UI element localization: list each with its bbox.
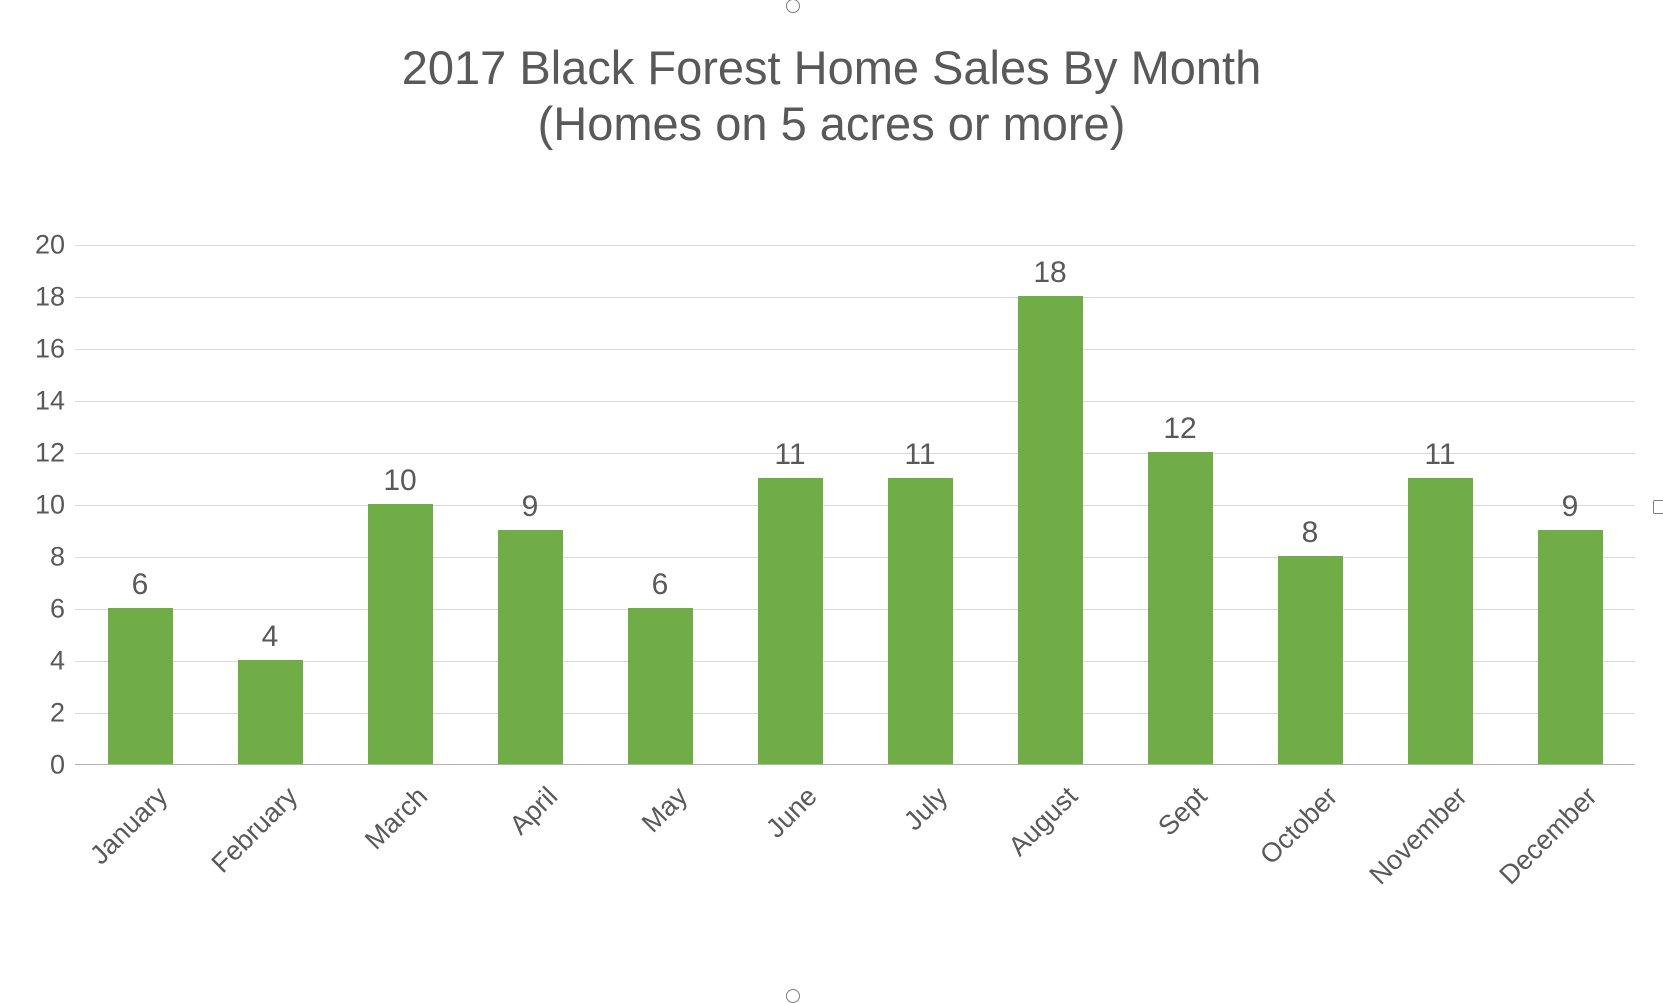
y-tick-label: 12 [0,438,65,469]
x-tick-label: July [898,781,954,837]
y-tick-label: 4 [0,646,65,677]
bar-value-label: 9 [522,490,539,524]
bar-value-label: 6 [652,568,669,602]
bar-value-label: 9 [1562,490,1579,524]
bar: 4 [238,660,303,764]
bar: 10 [368,504,433,764]
bar-value-label: 11 [774,438,805,472]
bar-value-label: 4 [262,620,279,654]
bar-value-label: 8 [1302,516,1319,550]
x-tick-label: March [359,781,434,856]
bar-value-label: 10 [383,464,416,498]
bar: 8 [1278,556,1343,764]
bar-slot: 9 [465,245,595,764]
y-tick-label: 0 [0,750,65,781]
x-tick-label: November [1363,781,1473,891]
chart-title-line1: 2017 Black Forest Home Sales By Month [0,40,1663,96]
x-tick-label: August [1003,781,1084,862]
selection-handle-top[interactable] [786,0,800,13]
bar-value-label: 11 [1424,438,1455,472]
x-tick-label: May [636,781,694,839]
y-tick-label: 10 [0,490,65,521]
bars-group: 641096111118128119 [75,245,1635,764]
bar-slot: 4 [205,245,335,764]
bar: 11 [888,478,953,764]
bar-slot: 11 [1375,245,1505,764]
bar: 11 [758,478,823,764]
bar-value-label: 18 [1033,256,1066,290]
chart-title: 2017 Black Forest Home Sales By Month (H… [0,40,1663,153]
bar: 11 [1408,478,1473,764]
x-tick-label: April [504,781,564,841]
y-tick-label: 20 [0,230,65,261]
bar: 6 [628,608,693,764]
bar-value-label: 12 [1163,412,1196,446]
x-tick-label: Sept [1152,781,1213,842]
x-tick-label: December [1493,781,1603,891]
selection-handle-bottom[interactable] [786,989,800,1003]
chart-title-line2: (Homes on 5 acres or more) [0,96,1663,152]
bar-slot: 12 [1115,245,1245,764]
y-tick-label: 6 [0,594,65,625]
x-tick-label: January [84,781,174,871]
bar-slot: 8 [1245,245,1375,764]
bar-slot: 11 [855,245,985,764]
x-tick-label: October [1254,781,1344,871]
y-tick-label: 18 [0,282,65,313]
y-tick-label: 16 [0,334,65,365]
x-tick-label: June [760,781,823,844]
y-tick-label: 2 [0,698,65,729]
bar-value-label: 11 [904,438,935,472]
y-tick-label: 8 [0,542,65,573]
bar: 9 [498,530,563,764]
bar-slot: 18 [985,245,1115,764]
bar-slot: 9 [1505,245,1635,764]
selection-handle-right[interactable] [1653,500,1663,514]
bar-slot: 11 [725,245,855,764]
bar-slot: 6 [595,245,725,764]
bar: 9 [1538,530,1603,764]
y-tick-label: 14 [0,386,65,417]
bar-slot: 6 [75,245,205,764]
bar: 6 [108,608,173,764]
bar: 18 [1018,296,1083,764]
plot-area: 641096111118128119 [75,245,1635,765]
bar: 12 [1148,452,1213,764]
bar-value-label: 6 [132,568,149,602]
bar-slot: 10 [335,245,465,764]
chart-container: 2017 Black Forest Home Sales By Month (H… [0,0,1663,1002]
x-tick-label: February [206,781,304,879]
